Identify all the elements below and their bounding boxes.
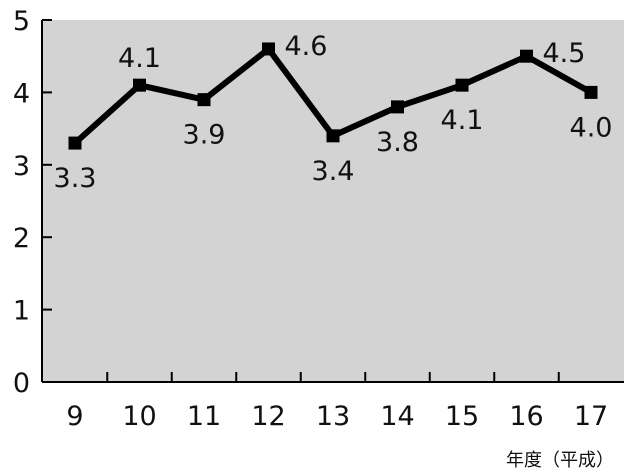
plot-background: [42, 20, 624, 382]
x-tick-label: 12: [251, 401, 285, 432]
x-axis-ticks: 9 10 11 12 13 14 15 16 17: [66, 372, 608, 432]
x-tick-label: 11: [187, 401, 221, 432]
data-point-marker: [391, 100, 404, 114]
data-label: 4.1: [118, 43, 161, 74]
y-tick-label: 0: [13, 368, 30, 399]
data-labels: 3.3 4.1 3.9 4.6 3.4 3.8 4.1 4.5 4.0: [54, 31, 613, 194]
data-point-marker: [584, 85, 598, 99]
x-tick-label: 15: [445, 401, 479, 432]
data-label: 3.9: [183, 120, 226, 151]
data-point-marker: [197, 93, 211, 107]
data-label: 4.1: [441, 105, 484, 136]
x-tick-label: 9: [66, 401, 83, 432]
data-point-marker: [133, 78, 146, 92]
data-point-marker: [455, 78, 469, 92]
data-label: 3.3: [54, 163, 97, 194]
y-tick-label: 1: [13, 296, 30, 327]
y-axis-ticks: 0 1 2 3 4 5: [13, 6, 52, 399]
data-point-marker: [326, 129, 340, 143]
data-label: 3.4: [312, 156, 355, 187]
series-markers: [68, 42, 598, 150]
data-point-marker: [68, 136, 82, 150]
y-tick-label: 3: [13, 151, 30, 182]
x-axis-title: 年度（平成）: [506, 450, 614, 471]
data-label: 3.8: [376, 127, 419, 158]
data-point-marker: [520, 49, 533, 63]
y-tick-label: 2: [13, 223, 30, 254]
data-label: 4.6: [285, 31, 328, 62]
x-tick-label: 14: [380, 401, 414, 432]
y-tick-label: 5: [13, 6, 30, 37]
y-tick-label: 4: [13, 78, 30, 109]
x-tick-label: 17: [574, 401, 608, 432]
data-label: 4.5: [543, 38, 586, 69]
data-label: 4.0: [570, 112, 613, 143]
data-point-marker: [262, 42, 275, 56]
x-tick-label: 10: [122, 401, 156, 432]
x-tick-label: 13: [316, 401, 350, 432]
x-tick-label: 16: [509, 401, 543, 432]
